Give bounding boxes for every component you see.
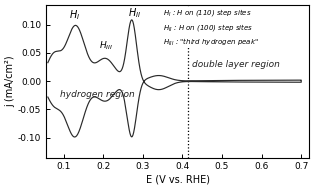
X-axis label: E (V vs. RHE): E (V vs. RHE): [145, 174, 209, 184]
Text: $H_{III}$: $H_{III}$: [99, 40, 114, 52]
Text: double layer region: double layer region: [192, 60, 280, 69]
Y-axis label: j (mA/cm²): j (mA/cm²): [5, 55, 15, 107]
Text: hydrogen region: hydrogen region: [60, 90, 135, 99]
Text: $H_{II}$: $H_{II}$: [127, 6, 141, 20]
Text: $H_I$ : $H$ on (110) step sites
$H_{II}$ : $H$ on (100) step sites
$H_{III}$ : ": $H_I$ : $H$ on (110) step sites $H_{II}$…: [163, 7, 259, 48]
Text: $H_I$: $H_I$: [69, 9, 80, 22]
